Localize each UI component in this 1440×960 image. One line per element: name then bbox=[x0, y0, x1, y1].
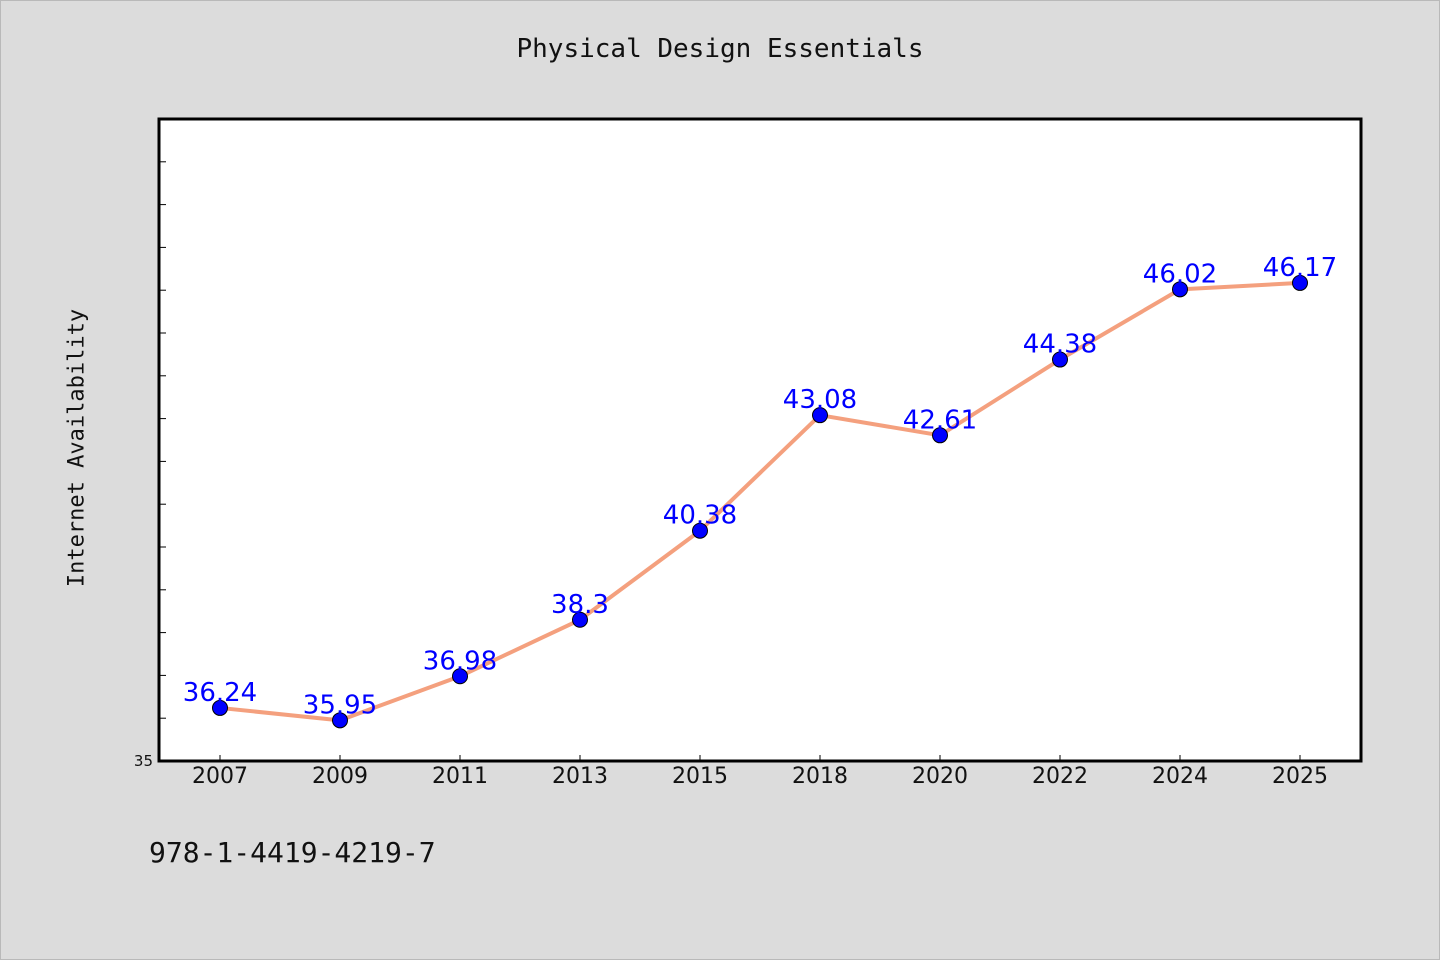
data-point bbox=[932, 427, 948, 444]
x-tick-label: 2013 bbox=[552, 764, 608, 789]
x-tick-label: 2022 bbox=[1032, 764, 1088, 789]
series-line-group bbox=[219, 280, 1301, 723]
x-tick-label: 2007 bbox=[192, 764, 248, 789]
data-point bbox=[332, 712, 348, 729]
data-label: 42.61 bbox=[903, 405, 977, 435]
y-ticks bbox=[159, 161, 166, 719]
x-tick-label: 2011 bbox=[432, 764, 488, 789]
data-point bbox=[572, 611, 588, 628]
data-label: 44.38 bbox=[1023, 330, 1097, 360]
data-point bbox=[452, 668, 468, 685]
data-label: 36.98 bbox=[423, 646, 497, 676]
data-label: 38.3 bbox=[551, 590, 609, 620]
data-label: 43.08 bbox=[783, 385, 857, 415]
data-point bbox=[692, 522, 708, 539]
data-label: 40.38 bbox=[663, 501, 737, 531]
x-tick-label: 2024 bbox=[1152, 764, 1208, 789]
data-point bbox=[1172, 281, 1188, 298]
data-point bbox=[212, 699, 228, 716]
x-tick-label: 2009 bbox=[312, 764, 368, 789]
y-tick-label-min: 35 bbox=[134, 752, 153, 770]
data-label: 36.24 bbox=[183, 678, 257, 708]
data-label: 46.17 bbox=[1263, 253, 1337, 283]
data-label: 46.02 bbox=[1143, 259, 1217, 289]
chart-title: Physical Design Essentials bbox=[516, 34, 924, 64]
x-tick-label: 2015 bbox=[672, 764, 728, 789]
data-labels: 36.24 35.95 36.98 38.3 40.38 43.08 42.61 44.38 4… bbox=[183, 253, 1337, 720]
x-tick-label: 2018 bbox=[792, 764, 848, 789]
x-tick-label: 2020 bbox=[912, 764, 968, 789]
plot-area bbox=[157, 117, 1363, 763]
data-point bbox=[1052, 351, 1068, 368]
data-point bbox=[1292, 274, 1308, 291]
data-label: 35.95 bbox=[303, 690, 377, 720]
series-line bbox=[219, 280, 1301, 723]
x-tick-label: 2025 bbox=[1272, 764, 1328, 789]
isbn-text: 978-1-4419-4219-7 bbox=[149, 836, 436, 869]
x-ticks: 2007 2009 2011 2013 2015 2018 2020 2022 2024 2025 bbox=[192, 755, 1328, 789]
markers bbox=[212, 274, 1308, 729]
data-point bbox=[812, 407, 828, 424]
